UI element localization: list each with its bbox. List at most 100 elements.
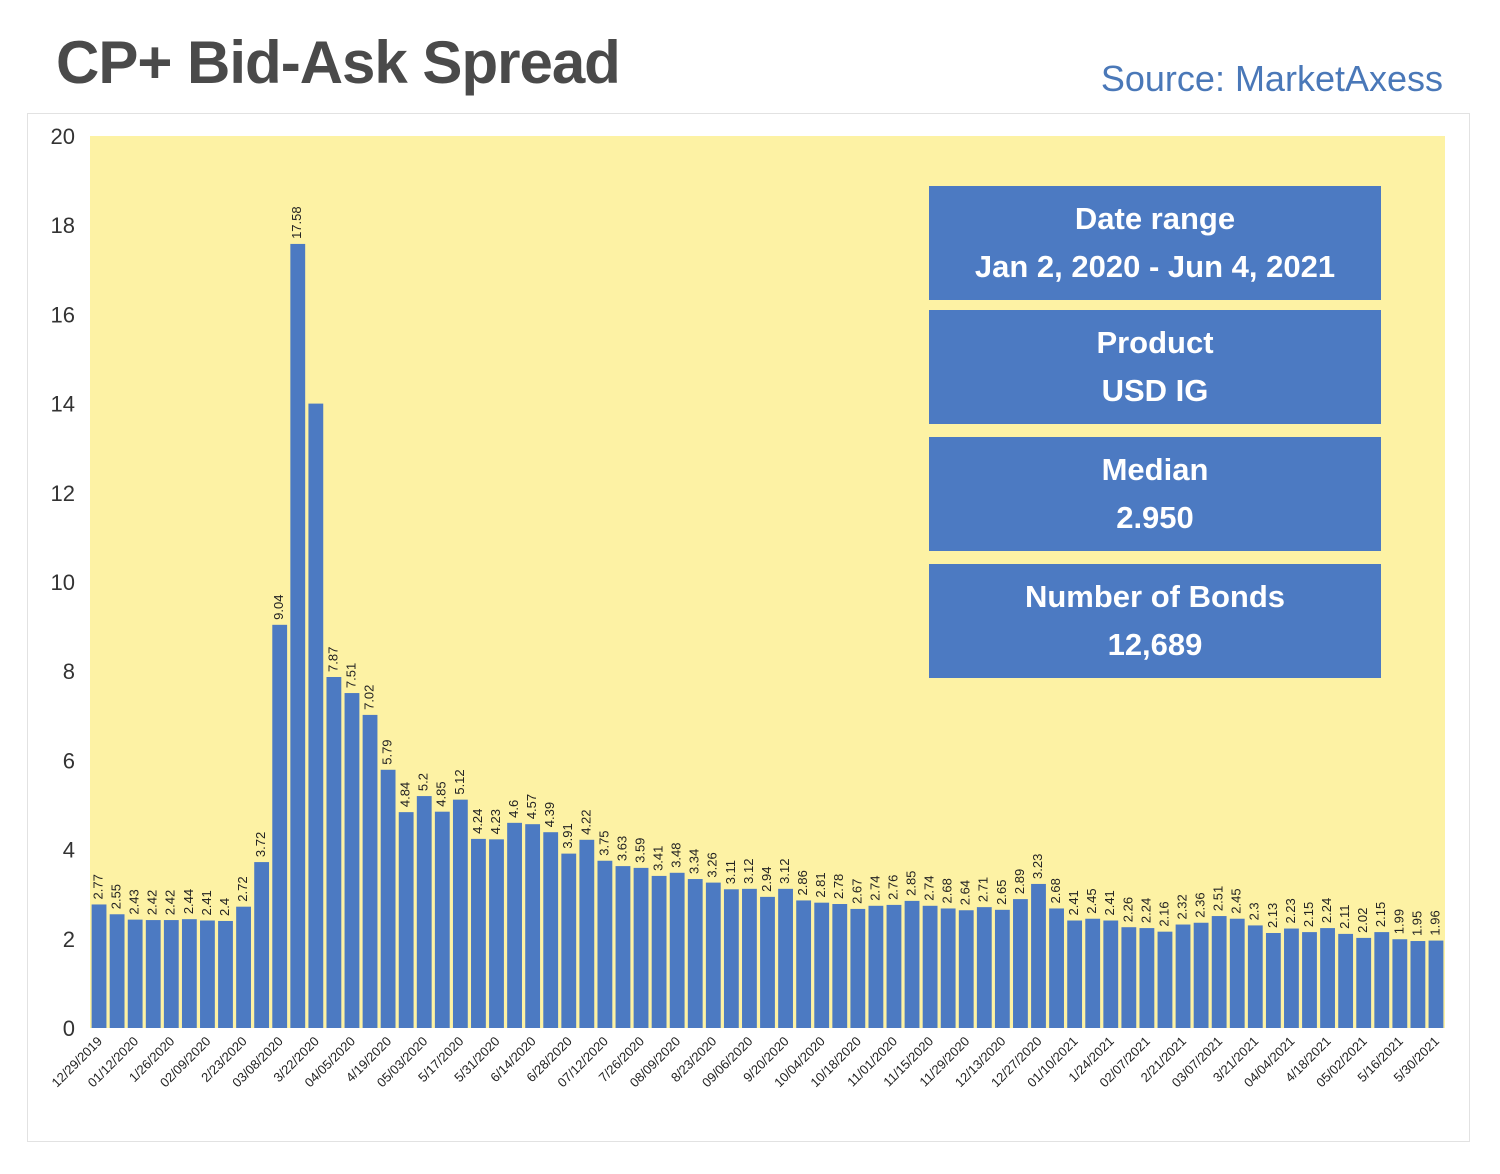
bar xyxy=(272,624,288,1028)
bar-value-label: 2.15 xyxy=(1373,902,1388,927)
bar-value-label: 2.86 xyxy=(795,870,810,895)
bar xyxy=(904,900,920,1028)
bar xyxy=(1049,908,1064,1028)
y-tick-label: 12 xyxy=(51,481,75,506)
bar-value-label: 2.94 xyxy=(759,867,774,892)
bar xyxy=(489,839,504,1028)
bar xyxy=(1031,883,1046,1028)
bar-value-label: 4.85 xyxy=(434,781,449,806)
bar-series xyxy=(91,243,1444,1029)
bar xyxy=(633,867,649,1028)
bar-value-label: 7.51 xyxy=(343,663,358,688)
bar-value-label: 2.55 xyxy=(109,884,124,909)
y-tick-label: 16 xyxy=(51,302,75,327)
bar-value-label: 3.12 xyxy=(741,859,756,884)
bar-value-label: 3.41 xyxy=(651,846,666,871)
bar-value-label: 3.34 xyxy=(687,849,702,874)
bar xyxy=(525,824,541,1028)
data-labels: 2.77 2.55 2.43 2.42 2.42 2.44 2.41 2.42.723.729… xyxy=(90,206,1442,936)
bar-value-label: 2.45 xyxy=(1084,888,1099,913)
bar xyxy=(615,866,631,1028)
bar xyxy=(290,243,306,1028)
bar xyxy=(760,896,775,1028)
bar-value-label: 2.74 xyxy=(922,875,937,900)
bar-value-label: 2.4 xyxy=(217,898,232,916)
y-tick-label: 18 xyxy=(51,213,75,238)
bar xyxy=(940,908,956,1028)
y-tick-label: 6 xyxy=(63,748,75,773)
bar xyxy=(579,839,595,1028)
bar xyxy=(1265,933,1281,1028)
bar-value-label: 2.24 xyxy=(1138,898,1153,923)
bar-value-label: 4.24 xyxy=(470,809,485,834)
bar-value-label: 2.64 xyxy=(958,880,973,905)
bar xyxy=(1320,928,1335,1028)
bar xyxy=(218,920,233,1028)
bar-value-label: 2.89 xyxy=(1012,869,1027,894)
bar xyxy=(127,919,143,1028)
bar xyxy=(687,879,703,1028)
bar xyxy=(344,693,360,1028)
bar xyxy=(1229,918,1245,1028)
info-box-number-of-bonds: Number of Bonds 12,689 xyxy=(929,564,1381,678)
bar-value-label: 4.23 xyxy=(488,809,503,834)
x-axis: 12/29/201901/12/20201/26/202002/09/20202… xyxy=(49,1034,1443,1091)
bar-value-label: 2.32 xyxy=(1174,894,1189,919)
bar xyxy=(1410,941,1426,1028)
bar-value-label: 9.04 xyxy=(271,595,286,620)
info-box-product: Product USD IG xyxy=(929,310,1381,424)
bar-value-label: 3.26 xyxy=(705,852,720,877)
bar xyxy=(1085,918,1101,1028)
bar-value-label: 3.23 xyxy=(1030,854,1045,879)
bar xyxy=(832,904,848,1028)
bar xyxy=(200,920,215,1028)
bar-value-label: 2.44 xyxy=(181,889,196,914)
bar xyxy=(561,853,577,1028)
bar xyxy=(651,875,667,1028)
y-axis: 0 2 4 6 8 10 12 14 16 18 20 xyxy=(51,124,75,1041)
bar xyxy=(326,676,342,1028)
bar-value-label: 2.85 xyxy=(903,871,918,896)
info-box-value: 2.950 xyxy=(1116,500,1194,535)
bar-value-label: 7.87 xyxy=(325,647,340,672)
bar xyxy=(1193,922,1209,1028)
bar xyxy=(796,900,812,1028)
y-tick-label: 14 xyxy=(51,392,75,417)
bar-value-label: 17.58 xyxy=(289,206,304,239)
info-box-value: USD IG xyxy=(1101,373,1209,408)
bar xyxy=(868,905,884,1028)
bar xyxy=(742,888,757,1028)
bar-value-label: 2.23 xyxy=(1283,898,1298,923)
bar xyxy=(109,914,125,1028)
info-box-label: Number of Bonds xyxy=(1024,579,1286,614)
bar xyxy=(1284,928,1299,1028)
bar xyxy=(163,920,179,1028)
bar xyxy=(1428,940,1444,1028)
y-tick-label: 4 xyxy=(63,838,75,863)
bar-value-label: 4.57 xyxy=(524,794,539,819)
bar xyxy=(181,919,197,1028)
bar-value-label: 2.45 xyxy=(1229,888,1244,913)
bar-value-label: 2.78 xyxy=(831,874,846,899)
bar xyxy=(471,838,486,1028)
bar-value-label: 2.76 xyxy=(885,875,900,900)
bar xyxy=(705,882,721,1028)
info-box-label: Product xyxy=(1096,325,1214,360)
bar xyxy=(723,889,739,1028)
info-box-value: Jan 2, 2020 - Jun 4, 2021 xyxy=(974,249,1336,284)
bar xyxy=(922,905,938,1028)
bar xyxy=(380,769,396,1028)
bar-value-label: 2.16 xyxy=(1156,901,1171,926)
bar-value-label: 2.65 xyxy=(994,879,1009,904)
info-box-label: Median xyxy=(1101,452,1209,487)
bar xyxy=(1157,931,1173,1028)
info-box-median: Median 2.950 xyxy=(929,437,1381,551)
bar xyxy=(362,714,378,1028)
bar-value-label: 2.3 xyxy=(1247,902,1262,920)
bar xyxy=(976,907,992,1028)
bar-value-label: 3.75 xyxy=(596,830,611,855)
bar-value-label: 2.42 xyxy=(163,890,178,915)
bar-value-label: 4.6 xyxy=(506,800,521,818)
bar-value-label: 3.59 xyxy=(632,838,647,863)
bar xyxy=(1356,937,1372,1028)
